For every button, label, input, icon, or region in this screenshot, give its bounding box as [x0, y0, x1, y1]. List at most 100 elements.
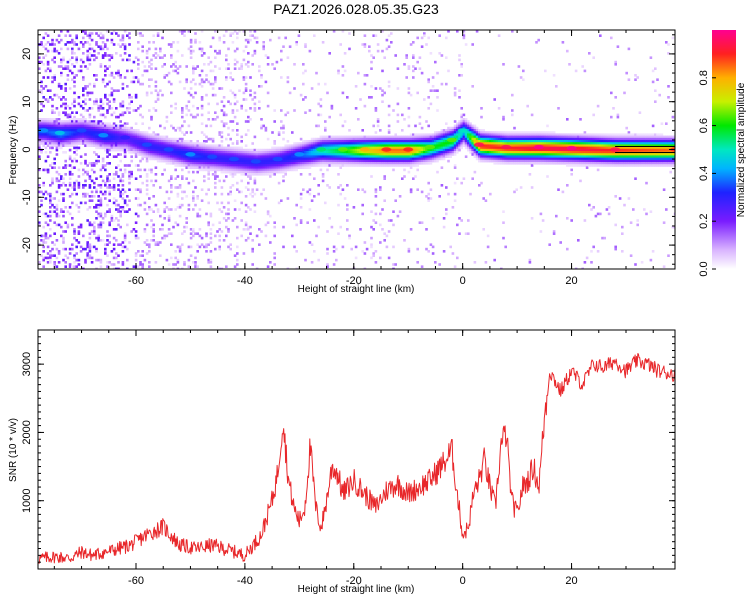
heatmap-cell	[390, 157, 393, 161]
heatmap-cell	[264, 164, 268, 167]
heatmap-cell	[313, 34, 316, 37]
heatmap-cell	[119, 126, 122, 130]
heatmap-cell	[42, 63, 45, 66]
heatmap-cell	[416, 142, 419, 145]
heatmap-cell	[451, 142, 455, 145]
heatmap-cell	[192, 151, 195, 154]
heatmap-cell	[185, 217, 188, 220]
heatmap-cell	[326, 91, 329, 95]
heatmap-cell	[462, 124, 466, 128]
heatmap-cell	[183, 157, 186, 161]
heatmap-cell	[119, 104, 122, 108]
heatmap-cell	[77, 210, 81, 213]
heatmap-cell	[110, 113, 114, 117]
heatmap-cell	[372, 148, 375, 152]
heatmap-cell	[370, 146, 373, 150]
heatmap-cell	[194, 166, 197, 169]
heatmap-cell	[40, 190, 43, 194]
heatmap-cell	[97, 225, 100, 229]
heatmap-cell	[337, 162, 340, 165]
heatmap-cell	[40, 85, 43, 88]
heatmap-cell	[293, 142, 296, 145]
heatmap-cell	[460, 144, 463, 147]
heatmap-cell	[475, 151, 479, 154]
heatmap-cell	[73, 232, 76, 235]
heatmap-cell	[211, 69, 215, 73]
heatmap-cell	[64, 166, 67, 169]
heatmap-cell	[431, 151, 435, 154]
heatmap-cell	[137, 151, 140, 154]
heatmap-cell	[42, 239, 45, 242]
heatmap-cell	[266, 56, 270, 59]
heatmap-cell	[299, 192, 303, 196]
heatmap-cell	[398, 195, 402, 198]
heatmap-cell	[181, 137, 184, 141]
heatmap-cell	[196, 146, 199, 150]
heatmap-cell	[475, 140, 479, 143]
heatmap-cell	[38, 140, 41, 143]
heatmap-cell	[203, 80, 206, 84]
heatmap-cell	[324, 146, 327, 150]
heatmap-cell	[370, 162, 373, 165]
heatmap-cell	[126, 247, 129, 251]
heatmap-cell	[97, 142, 100, 145]
heatmap-cell	[244, 210, 248, 213]
heatmap-cell	[214, 148, 217, 152]
heatmap-cell	[310, 261, 314, 264]
heatmap-cell	[218, 157, 221, 161]
heatmap-cell	[163, 76, 166, 79]
heatmap-cell	[337, 153, 340, 156]
heatmap-cell	[275, 60, 279, 64]
heatmap-cell	[247, 129, 250, 132]
heatmap-cell	[392, 144, 395, 147]
heatmap-cell	[304, 43, 307, 46]
heatmap-cell	[154, 137, 158, 141]
heatmap-cell	[73, 188, 76, 191]
heatmap-cell	[236, 170, 239, 174]
heatmap-cell	[394, 151, 397, 154]
heatmap-cell	[106, 254, 109, 257]
heatmap-cell	[489, 192, 492, 196]
heatmap-cell	[214, 56, 217, 59]
heatmap-cell	[403, 63, 406, 66]
heatmap-cell	[469, 144, 472, 147]
heatmap-cell	[295, 43, 298, 46]
heatmap-cell	[315, 144, 318, 147]
heatmap-cell	[99, 258, 103, 262]
heatmap-cell	[141, 254, 144, 257]
heatmap-cell	[335, 164, 338, 167]
heatmap-cell	[231, 184, 235, 187]
heatmap-cell	[328, 115, 331, 119]
heatmap-cell	[242, 98, 246, 101]
heatmap-cell	[38, 124, 41, 128]
heatmap-cell	[178, 164, 182, 167]
heatmap-cell	[159, 135, 162, 139]
heatmap-cell	[255, 36, 259, 40]
heatmap-cell	[233, 168, 237, 172]
heatmap-cell	[88, 43, 92, 46]
heatmap-cell	[310, 140, 314, 143]
heatmap-cell	[253, 181, 257, 185]
heatmap-cell	[282, 245, 285, 249]
heatmap-cell	[387, 157, 391, 161]
heatmap-cell	[425, 247, 428, 251]
heatmap-cell	[108, 93, 111, 97]
heatmap-cell	[95, 32, 98, 35]
heatmap-cell	[467, 137, 470, 141]
heatmap-cell	[403, 137, 406, 141]
heatmap-cell	[335, 162, 338, 165]
heatmap-cell	[106, 47, 109, 51]
heatmap-cell	[376, 164, 380, 167]
heatmap-cell	[159, 49, 162, 53]
heatmap-cell	[84, 126, 87, 130]
heatmap-cell	[381, 137, 384, 141]
heatmap-cell	[339, 192, 342, 196]
heatmap-cell	[117, 144, 120, 147]
heatmap-cell	[222, 157, 226, 161]
heatmap-cell	[315, 162, 318, 165]
heatmap-cell	[324, 142, 327, 145]
heatmap-cell	[317, 184, 320, 187]
heatmap-cell	[211, 151, 215, 154]
heatmap-cell	[104, 142, 107, 145]
heatmap-cell	[489, 148, 492, 152]
